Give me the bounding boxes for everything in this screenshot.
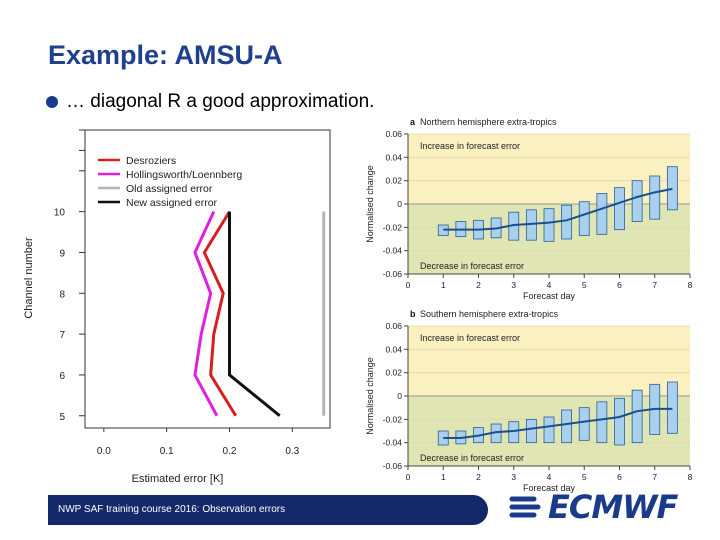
x-tick-label: 7 bbox=[652, 472, 657, 482]
decrease-label: Decrease in forecast error bbox=[420, 453, 524, 463]
ecmwf-logo: ECMWF bbox=[508, 488, 678, 526]
y-tick-label: 10 bbox=[54, 208, 66, 219]
x-tick-label: 7 bbox=[652, 280, 657, 290]
range-bar bbox=[525, 418, 537, 444]
series-line bbox=[202, 210, 238, 417]
panel-title: Northern hemisphere extra-tropics bbox=[420, 117, 557, 127]
slide-title: Example: AMSU-A bbox=[48, 40, 283, 70]
x-tick-label: 2 bbox=[476, 280, 481, 290]
logo-text: ECMWF bbox=[548, 488, 678, 526]
footer-text: NWP SAF training course 2016: Observatio… bbox=[58, 504, 286, 515]
y-tick-label: 0.06 bbox=[385, 321, 402, 331]
range-bar bbox=[596, 401, 608, 444]
bullet-text: … diagonal R a good approximation. bbox=[66, 91, 375, 112]
range-bar bbox=[561, 409, 573, 444]
series-line bbox=[227, 211, 281, 417]
x-tick-label: 2 bbox=[476, 472, 481, 482]
x-tick-label: 5 bbox=[582, 280, 587, 290]
y-tick-label: -0.02 bbox=[383, 414, 403, 424]
plot-frame bbox=[84, 129, 331, 429]
x-axis-label: Forecast day bbox=[523, 483, 576, 493]
x-tick-label: 0 bbox=[406, 280, 411, 290]
ecmwf-swirl-icon bbox=[509, 496, 541, 518]
increase-region bbox=[408, 134, 690, 204]
x-tick-label: 1 bbox=[441, 280, 446, 290]
y-tick-label: 7 bbox=[59, 330, 65, 341]
x-tick-label: 4 bbox=[547, 280, 552, 290]
increase-region bbox=[408, 326, 690, 396]
y-tick-label: 0.04 bbox=[385, 344, 402, 354]
x-tick-label: 5 bbox=[582, 472, 587, 482]
legend-label: New assigned error bbox=[126, 197, 218, 209]
y-axis-label: Channel number bbox=[23, 237, 35, 319]
range-bar bbox=[649, 175, 661, 220]
increase-label: Increase in forecast error bbox=[420, 333, 520, 343]
bullet-point: … diagonal R a good approximation. bbox=[46, 91, 374, 113]
decrease-label: Decrease in forecast error bbox=[420, 261, 524, 271]
range-bar bbox=[561, 204, 573, 240]
x-tick-label: 1 bbox=[441, 472, 446, 482]
x-tick-label: 0.2 bbox=[223, 446, 237, 457]
mean-line bbox=[443, 187, 673, 231]
y-tick-label: 0 bbox=[397, 391, 402, 401]
range-bar bbox=[578, 201, 590, 236]
panel-letter: a bbox=[410, 117, 416, 127]
range-bar bbox=[666, 381, 678, 434]
y-tick-label: -0.04 bbox=[383, 438, 403, 448]
y-axis-label: Normalised change bbox=[365, 165, 375, 243]
y-axis-label: Normalised change bbox=[365, 357, 375, 435]
x-tick-label: 8 bbox=[688, 280, 693, 290]
legend-label: Hollingsworth/Loennberg bbox=[126, 169, 242, 181]
range-bar bbox=[543, 416, 555, 444]
x-tick-label: 0.1 bbox=[160, 446, 174, 457]
y-tick-label: 0.04 bbox=[385, 152, 402, 162]
x-axis-label: Forecast day bbox=[523, 291, 576, 301]
y-tick-label: 0.06 bbox=[385, 129, 402, 139]
y-tick-label: -0.06 bbox=[383, 269, 403, 279]
y-tick-label: -0.04 bbox=[383, 246, 403, 256]
x-tick-label: 4 bbox=[547, 472, 552, 482]
legend-label: Old assigned error bbox=[126, 183, 213, 195]
legend-label: Desroziers bbox=[126, 155, 176, 167]
range-bar bbox=[631, 389, 643, 444]
x-tick-label: 8 bbox=[688, 472, 693, 482]
range-bar bbox=[614, 397, 625, 446]
range-bar bbox=[596, 193, 608, 235]
y-tick-label: 8 bbox=[59, 289, 65, 300]
range-bar bbox=[578, 407, 590, 441]
y-tick-label: -0.02 bbox=[383, 222, 403, 232]
range-bar bbox=[666, 166, 678, 211]
forecast-panel-south: 0.060.040.020-0.02-0.04-0.060 1 2 3 4 5 6 7 8For… bbox=[365, 309, 693, 493]
increase-label: Increase in forecast error bbox=[420, 141, 520, 151]
y-tick-label: 6 bbox=[59, 371, 65, 382]
forecast-panel-north: 0.060.040.020-0.02-0.04-0.060 1 2 3 4 5 6 7 8For… bbox=[365, 117, 693, 301]
panel-title: Southern hemisphere extra-tropics bbox=[420, 309, 559, 319]
range-bar bbox=[543, 208, 555, 242]
y-tick-label: 5 bbox=[59, 412, 65, 423]
y-tick-label: 0.02 bbox=[385, 368, 402, 378]
x-tick-label: 0 bbox=[406, 472, 411, 482]
x-tick-label: 0.3 bbox=[285, 446, 299, 457]
footer-bar: NWP SAF training course 2016: Observatio… bbox=[48, 495, 488, 525]
x-tick-label: 6 bbox=[617, 280, 622, 290]
x-axis-label: Estimated error [K] bbox=[132, 473, 224, 485]
bullet-icon bbox=[46, 96, 58, 108]
range-bar bbox=[631, 180, 643, 222]
range-bar bbox=[614, 187, 625, 231]
mean-line bbox=[443, 407, 673, 439]
panel-letter: b bbox=[410, 309, 416, 319]
x-tick-label: 0.0 bbox=[97, 446, 111, 457]
channel-error-chart: 5 6 7 8 9 10 0.0 0.1 0.2 0.3 Estimated error [K] Ch… bbox=[23, 129, 331, 485]
y-tick-label: 9 bbox=[59, 248, 65, 259]
x-tick-label: 3 bbox=[511, 472, 516, 482]
y-tick-label: 0 bbox=[397, 199, 402, 209]
x-tick-label: 6 bbox=[617, 472, 622, 482]
series-line bbox=[193, 211, 219, 417]
x-tick-label: 3 bbox=[511, 280, 516, 290]
y-tick-label: -0.06 bbox=[383, 461, 403, 471]
y-tick-label: 0.02 bbox=[385, 176, 402, 186]
